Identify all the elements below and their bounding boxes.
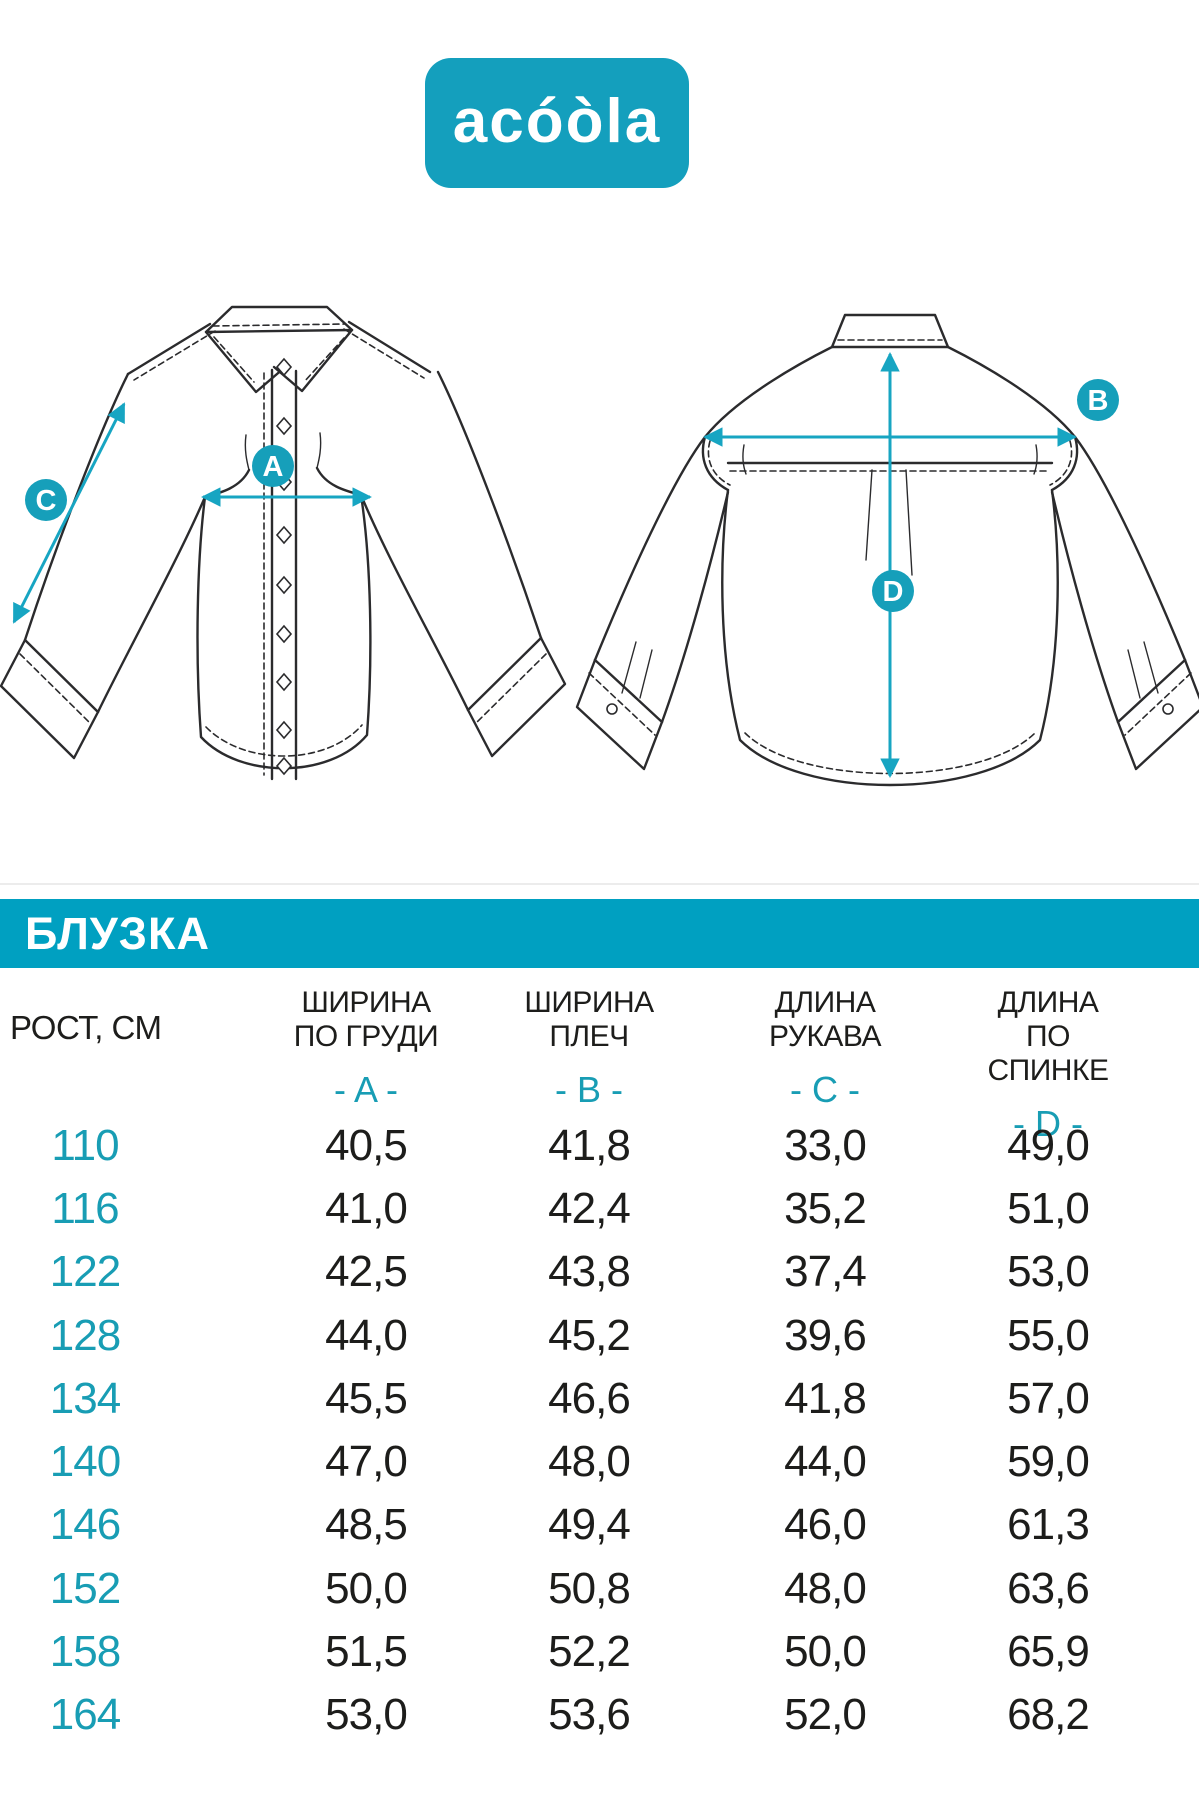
height-value: 158 bbox=[49, 1627, 121, 1676]
height-value: 140 bbox=[49, 1437, 121, 1486]
back-length-value: 55,0 bbox=[1007, 1311, 1090, 1360]
sleeve-value: 48,0 bbox=[784, 1564, 867, 1613]
measurement-badge-a: A bbox=[252, 445, 294, 487]
shoulder-value: 52,2 bbox=[548, 1627, 631, 1676]
garment-title: БЛУЗКА bbox=[25, 908, 210, 959]
shoulder-value: 43,8 bbox=[548, 1247, 631, 1296]
shoulder-value: 46,6 bbox=[548, 1374, 631, 1423]
height-value: 128 bbox=[49, 1311, 121, 1360]
sleeve-value: 44,0 bbox=[784, 1437, 867, 1486]
back-length-value: 53,0 bbox=[1007, 1247, 1090, 1296]
chest-value: 42,5 bbox=[325, 1247, 408, 1296]
shoulder-value: 53,6 bbox=[548, 1690, 631, 1739]
badge-a-letter: A bbox=[263, 451, 284, 483]
column-header-back-length-line2: ПО СПИНКЕ bbox=[987, 1020, 1109, 1087]
column-header-shoulder-line1: ШИРИНА bbox=[524, 986, 654, 1019]
shoulder-value: 49,4 bbox=[548, 1500, 631, 1549]
height-value: 122 bbox=[49, 1247, 121, 1296]
height-value: 110 bbox=[51, 1121, 119, 1170]
sleeve-value: 33,0 bbox=[784, 1121, 867, 1170]
sleeve-value: 35,2 bbox=[784, 1184, 867, 1233]
table-row: 122 42,5 43,8 37,4 53,0 bbox=[0, 1240, 1199, 1304]
badge-d-letter: D bbox=[883, 576, 904, 608]
shirt-front-drawing bbox=[0, 305, 567, 781]
sleeve-value: 37,4 bbox=[784, 1247, 867, 1296]
back-length-value: 51,0 bbox=[1007, 1184, 1090, 1233]
chest-value: 41,0 bbox=[325, 1184, 408, 1233]
separator-line bbox=[0, 883, 1199, 885]
back-length-value: 57,0 bbox=[1007, 1374, 1090, 1423]
back-length-value: 63,6 bbox=[1007, 1564, 1090, 1613]
chest-value: 40,5 bbox=[325, 1121, 408, 1170]
column-letter-b: - B - bbox=[555, 1069, 623, 1110]
shoulder-value: 41,8 bbox=[548, 1121, 631, 1170]
sleeve-length-arrow bbox=[12, 402, 126, 624]
column-header-shoulder-line2: ПЛЕЧ bbox=[549, 1020, 629, 1053]
sleeve-value: 46,0 bbox=[784, 1500, 867, 1549]
column-letter-d: - D - bbox=[1013, 1103, 1083, 1144]
height-value: 146 bbox=[49, 1500, 121, 1549]
column-header-sleeve-line1: ДЛИНА bbox=[774, 986, 876, 1019]
chest-value: 47,0 bbox=[325, 1437, 408, 1486]
table-row: 110 40,5 41,8 33,0 49,0 bbox=[0, 1114, 1199, 1178]
chest-value: 53,0 bbox=[325, 1690, 408, 1739]
back-length-value: 68,2 bbox=[1007, 1690, 1090, 1739]
chest-value: 45,5 bbox=[325, 1374, 408, 1423]
front-buttons bbox=[275, 357, 293, 776]
badge-c-letter: C bbox=[36, 485, 57, 517]
table-row: 116 41,0 42,4 35,2 51,0 bbox=[0, 1177, 1199, 1241]
brand-logo-text: acóòla bbox=[452, 87, 662, 156]
back-length-value: 61,3 bbox=[1007, 1500, 1090, 1549]
garment-measurement-diagram: A C B D bbox=[0, 305, 1199, 787]
back-length-value: 65,9 bbox=[1007, 1627, 1090, 1676]
table-row: 158 51,5 52,2 50,0 65,9 bbox=[0, 1620, 1199, 1684]
sleeve-value: 50,0 bbox=[784, 1627, 867, 1676]
table-row: 140 47,0 48,0 44,0 59,0 bbox=[0, 1430, 1199, 1494]
shoulder-value: 42,4 bbox=[548, 1184, 631, 1233]
height-value: 152 bbox=[49, 1564, 121, 1613]
shoulder-value: 45,2 bbox=[548, 1311, 631, 1360]
shoulder-value: 50,8 bbox=[548, 1564, 631, 1613]
column-header-shoulder: ШИРИНА ПЛЕЧ - B - bbox=[524, 986, 654, 1110]
shirt-back-drawing bbox=[575, 313, 1199, 787]
chest-value: 48,5 bbox=[325, 1500, 408, 1549]
column-header-back-length-line1: ДЛИНА bbox=[997, 986, 1099, 1019]
column-header-sleeve-line2: РУКАВА bbox=[769, 1020, 881, 1053]
chest-value: 44,0 bbox=[325, 1311, 408, 1360]
column-header-chest-line2: ПО ГРУДИ bbox=[293, 1020, 439, 1053]
column-header-sleeve: ДЛИНА РУКАВА - C - bbox=[769, 986, 881, 1110]
height-value: 116 bbox=[51, 1184, 119, 1233]
sleeve-value: 41,8 bbox=[784, 1374, 867, 1423]
shoulder-value: 48,0 bbox=[548, 1437, 631, 1486]
measurement-badge-b: B bbox=[1077, 379, 1119, 421]
column-letter-c: - C - bbox=[790, 1069, 860, 1110]
table-row: 134 45,5 46,6 41,8 57,0 bbox=[0, 1367, 1199, 1431]
table-row: 164 53,0 53,6 52,0 68,2 bbox=[0, 1683, 1199, 1747]
table-row: 146 48,5 49,4 46,0 61,3 bbox=[0, 1493, 1199, 1557]
column-header-back-length: ДЛИНА ПО СПИНКЕ - D - bbox=[973, 986, 1124, 1144]
table-row: 128 44,0 45,2 39,6 55,0 bbox=[0, 1304, 1199, 1368]
brand-logo: acóòla bbox=[425, 58, 689, 188]
sleeve-value: 52,0 bbox=[784, 1690, 867, 1739]
chest-value: 51,5 bbox=[325, 1627, 408, 1676]
measurement-badge-d: D bbox=[872, 570, 914, 612]
badge-b-letter: B bbox=[1088, 385, 1109, 417]
column-letter-a: - A - bbox=[333, 1069, 399, 1110]
sleeve-value: 39,6 bbox=[784, 1311, 867, 1360]
garment-title-banner: БЛУЗКА bbox=[0, 899, 1199, 968]
table-row: 152 50,0 50,8 48,0 63,6 bbox=[0, 1557, 1199, 1621]
back-length-value: 49,0 bbox=[1007, 1121, 1090, 1170]
column-header-chest: ШИРИНА ПО ГРУДИ - A - bbox=[293, 986, 439, 1110]
height-value: 164 bbox=[49, 1690, 121, 1739]
back-length-value: 59,0 bbox=[1007, 1437, 1090, 1486]
column-header-chest-line1: ШИРИНА bbox=[301, 986, 431, 1019]
chest-value: 50,0 bbox=[325, 1564, 408, 1613]
height-column-header: РОСТ, СМ bbox=[10, 1009, 162, 1046]
height-value: 134 bbox=[49, 1374, 121, 1423]
measurement-badge-c: C bbox=[25, 479, 67, 521]
